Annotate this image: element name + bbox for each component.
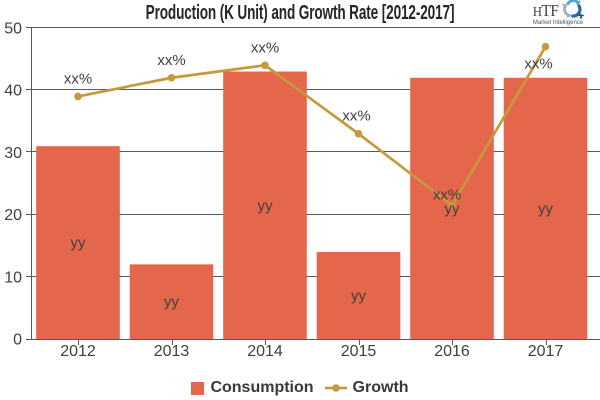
- y-tick-label-0: 0: [13, 332, 22, 349]
- x-tick-label-2012: 2012: [60, 343, 96, 360]
- y-tick-label-10: 10: [4, 269, 22, 286]
- bar-label-2012: yy: [71, 235, 87, 252]
- bar-2013: [129, 264, 214, 339]
- growth-marker-2015: [354, 129, 363, 138]
- growth-label-2015: xx%: [342, 108, 370, 125]
- x-tick-label-2014: 2014: [247, 343, 283, 360]
- legend-label-growth: Growth: [352, 379, 409, 396]
- growth-marker-2014: [261, 61, 269, 70]
- growth-label-2014: xx%: [251, 39, 279, 56]
- y-tick-label-40: 40: [4, 83, 22, 100]
- logo-wordmark: HTF: [532, 1, 559, 21]
- growth-marker-2017: [541, 42, 550, 51]
- bar-label-2016: yy: [445, 200, 461, 217]
- consumption-swatch: [191, 381, 205, 395]
- growth-marker-2016: [448, 201, 456, 210]
- legend-label-consumption: Consumption: [210, 379, 314, 396]
- logo-tagline: Market Intelligence: [532, 19, 584, 26]
- x-tick-label-2017: 2017: [528, 343, 564, 360]
- bar-2017: [503, 77, 588, 339]
- growth-label-2012: xx%: [64, 70, 92, 87]
- growth-label-2013: xx%: [157, 52, 185, 69]
- growth-label-2017: xx%: [524, 56, 552, 73]
- bar-label-2015: yy: [351, 287, 367, 304]
- bar-label-2017: yy: [538, 200, 554, 217]
- chart-title: Production (K Unit) and Growth Rate [201…: [145, 2, 455, 24]
- bar-label-2014: yy: [258, 197, 274, 214]
- x-tick-label-2013: 2013: [154, 343, 190, 360]
- legend-item-consumption: Consumption: [191, 379, 314, 397]
- y-tick-label-50: 50: [4, 21, 22, 38]
- bar-label-2013: yy: [164, 294, 180, 311]
- htf-logo: HTF Market Intelligence: [529, 0, 587, 27]
- y-tick-label-20: 20: [4, 207, 22, 224]
- x-tick-label-2016: 2016: [434, 343, 470, 360]
- growth-label-2016: xx%: [433, 186, 461, 203]
- bar-2015: [316, 251, 401, 339]
- legend-item-growth: Growth: [324, 379, 409, 397]
- x-tick-label-2015: 2015: [341, 343, 377, 360]
- logo-splash-icon: [562, 0, 585, 19]
- growth-line: [77, 45, 547, 208]
- bar-2012: [36, 146, 120, 339]
- growth-marker-icon: [324, 384, 347, 392]
- growth-marker-2013: [167, 73, 176, 82]
- chart-legend: Consumption Growth: [0, 379, 600, 397]
- y-tick-label-30: 30: [4, 145, 22, 162]
- bar-2014: [223, 71, 307, 339]
- growth-marker-2012: [74, 92, 82, 101]
